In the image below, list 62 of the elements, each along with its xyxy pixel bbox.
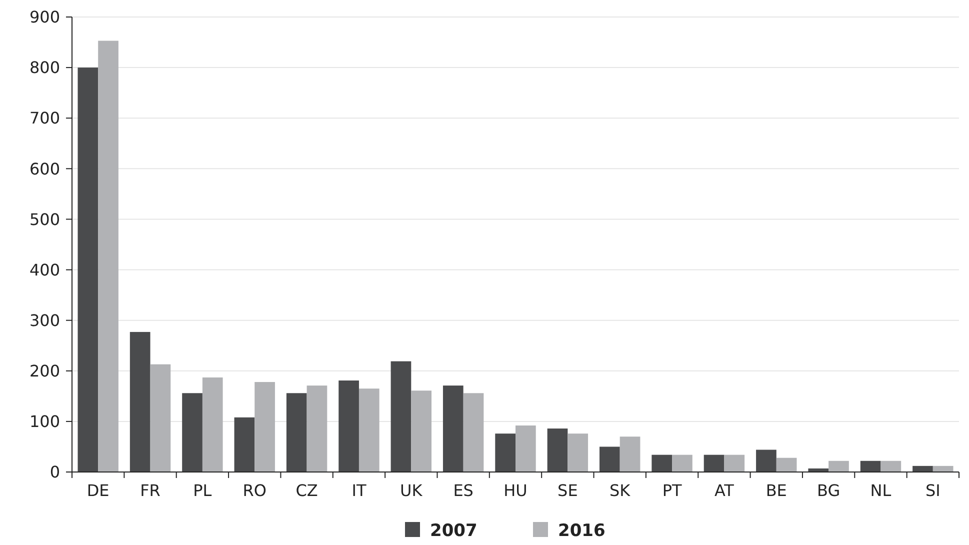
- x-tick-label: BE: [766, 481, 787, 500]
- bar: [704, 454, 724, 472]
- y-tick-label: 300: [29, 310, 60, 330]
- x-tick-label: BG: [817, 481, 840, 500]
- bar: [860, 460, 881, 472]
- x-tick-label: FR: [140, 481, 160, 500]
- y-tick-label: 700: [29, 108, 60, 128]
- x-tick-label: HU: [504, 481, 528, 500]
- bar: [880, 460, 902, 472]
- legend-label: 2007: [430, 521, 478, 541]
- bar: [547, 428, 568, 472]
- x-tick-label: SK: [610, 481, 631, 500]
- y-tick-label: 0: [50, 462, 60, 482]
- y-tick-label: 600: [29, 159, 60, 178]
- bar: [411, 390, 432, 472]
- x-tick-label: SE: [558, 481, 578, 500]
- bar: [306, 386, 328, 472]
- x-tick-label: NL: [870, 481, 892, 500]
- y-tick-label: 900: [29, 8, 60, 27]
- y-tick-label: 500: [29, 210, 60, 229]
- bar: [724, 454, 745, 472]
- bar: [234, 417, 255, 472]
- y-tick-label: 100: [29, 412, 60, 432]
- x-tick-label: UK: [400, 481, 423, 500]
- bar: [358, 388, 380, 472]
- bar: [828, 460, 849, 472]
- bar: [390, 361, 412, 472]
- x-tick-label: SI: [925, 481, 940, 500]
- bar: [652, 454, 672, 472]
- bar: [463, 393, 484, 472]
- x-tick-label: CZ: [296, 481, 318, 500]
- bar: [672, 454, 692, 472]
- x-tick-label: DE: [86, 481, 110, 500]
- legend-label: 2016: [558, 521, 606, 541]
- bar: [254, 382, 275, 472]
- bar: [756, 450, 776, 472]
- bar: [130, 332, 150, 472]
- bar: [516, 425, 536, 472]
- x-tick-label: PT: [662, 481, 682, 500]
- bar: [495, 434, 516, 472]
- bar: [78, 68, 98, 472]
- bar: [620, 436, 640, 472]
- x-tick-label: AT: [714, 481, 734, 500]
- bar: [912, 466, 933, 472]
- x-tick-label: ES: [453, 481, 474, 500]
- x-tick-label: PL: [193, 481, 212, 500]
- bar: [286, 393, 307, 472]
- bar: [932, 466, 954, 472]
- y-tick-label: 200: [29, 361, 60, 380]
- y-tick-label: 800: [29, 58, 60, 78]
- x-tick-label: RO: [242, 481, 266, 500]
- y-tick-label: 400: [29, 260, 60, 280]
- bar: [568, 434, 588, 472]
- bar: [150, 364, 171, 472]
- x-tick-label: IT: [352, 481, 366, 500]
- bar: [442, 386, 464, 472]
- bar: [600, 446, 620, 472]
- bar: [776, 458, 797, 472]
- bar: [202, 377, 223, 472]
- bar: [98, 40, 118, 472]
- bar: [182, 393, 202, 472]
- bar: [338, 380, 359, 472]
